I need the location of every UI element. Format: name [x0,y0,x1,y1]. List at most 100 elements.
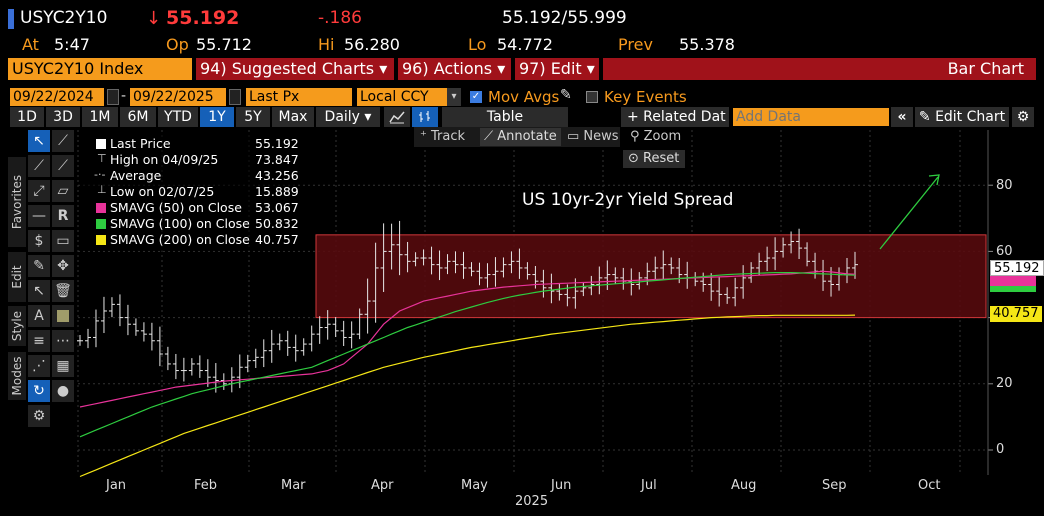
dollar-icon[interactable]: $ [28,230,50,252]
line-tool-icon[interactable]: ⟋ [28,155,50,177]
text-tool-icon[interactable]: A [28,305,50,327]
reset-icon: ⊙ [628,151,644,166]
news-icon: ▭ [567,129,584,144]
legend-label: SMAVG (50) on Close [110,200,242,215]
cycle-mode-icon[interactable]: ↻ [28,380,50,402]
open-label: Op [166,35,189,54]
x-tick-label: Mar [281,478,306,493]
edit-chart-button[interactable]: ✎ Edit Chart [915,107,1009,127]
draw-tool-icon[interactable]: ⟋ [52,130,74,152]
chart-type-label: Bar Chart [603,58,1036,80]
news-button[interactable]: ▭ News [567,129,619,144]
x-tick-label: Jan [106,478,127,493]
add-data-input[interactable] [733,108,889,126]
bar-chart-icon[interactable] [412,107,438,127]
currency-select[interactable]: Local CCY [357,88,447,106]
style-tab[interactable]: Style [8,306,26,346]
modes-tab[interactable]: Modes [8,352,26,400]
x-tick-label: Feb [194,478,218,493]
trash-icon[interactable]: 🗑 [52,280,74,302]
pointer-tool-icon[interactable]: ↖ [28,130,50,152]
favorites-tab[interactable]: Favorites [8,157,26,247]
chart-title: US 10yr-2yr Yield Spread [522,190,734,210]
move-icon[interactable]: ✥ [52,255,74,277]
average-marker-icon: -·- [94,168,106,181]
range-ytd[interactable]: YTD [158,107,198,127]
range-box [315,234,987,319]
trend-arrow [879,176,939,250]
ticker-marker [8,9,14,29]
line-style-icon[interactable]: ⋯ [52,330,74,352]
table-button[interactable]: Table [442,107,568,127]
rectangle-tool-icon[interactable]: ▭ [52,230,74,252]
range-max[interactable]: Max [272,107,314,127]
legend-value: 15.889 [255,184,299,199]
track-button[interactable]: ⁺ Track [420,129,466,144]
palette-icon[interactable]: ● [52,380,74,402]
range-1m[interactable]: 1M [82,107,118,127]
x-tick-label: May [461,478,488,493]
actions-menu[interactable]: 96) Actions ▾ [398,58,511,80]
open-value: 55.712 [196,35,252,54]
legend-value: 53.067 [255,200,299,215]
mov-avgs-label: Mov Avgs [488,88,560,106]
collapse-icon[interactable]: « [891,107,913,127]
annotate-button[interactable]: ⟋ Annotate [480,128,561,146]
field-select[interactable]: Last Px [246,88,352,106]
settings-gear-icon[interactable]: ⚙ [28,405,50,427]
horizontal-line-icon[interactable]: — [28,205,50,227]
legend-value: 43.256 [255,168,299,183]
end-date-input[interactable]: 09/22/2025 [130,88,226,106]
legend-label: Average [110,168,162,183]
gear-icon[interactable]: ⚙ [1012,107,1034,127]
key-events-checkbox[interactable] [586,91,598,103]
suggested-charts-menu[interactable]: 94) Suggested Charts ▾ [196,58,394,80]
low-label: Lo [468,35,487,54]
reset-button[interactable]: ⊙ Reset [623,150,685,168]
chevron-down-icon[interactable]: ▾ [447,88,461,106]
range-3d[interactable]: 3D [46,107,80,127]
trend-tool-icon[interactable]: ⤢ [28,180,50,202]
ticker-symbol: USYC2Y10 [20,8,108,28]
ray-tool-icon[interactable]: ⟋ [52,155,74,177]
calendar-icon[interactable] [107,89,119,105]
color-swatch-icon[interactable] [52,305,74,327]
legend-swatch-sma100 [96,219,106,229]
pencil-icon[interactable]: ✎ [560,87,572,103]
range-6m[interactable]: 6M [120,107,156,127]
related-data-button[interactable]: + Related Dat [621,107,729,127]
legend-label: SMAVG (100) on Close [110,216,250,231]
start-date-input[interactable]: 09/22/2024 [10,88,104,106]
edit-tab[interactable]: Edit [8,252,26,302]
select-icon[interactable]: ↖ [28,280,50,302]
at-label: At [22,35,39,54]
grid-mode-icon[interactable]: ▦ [52,355,74,377]
legend-value: 55.192 [255,136,299,151]
range-1y[interactable]: 1Y [200,107,234,127]
x-tick-label: Sep [822,478,847,493]
sma200-line [79,314,856,478]
range-5y[interactable]: 5Y [236,107,270,127]
edit-menu[interactable]: 97) Edit ▾ [515,58,599,80]
trend-arrow-head [928,174,940,186]
zoom-button[interactable]: ⚲ Zoom [630,129,682,144]
range-1d[interactable]: 1D [10,107,44,127]
y-tick-label: 20 [996,376,1013,391]
mov-avgs-checkbox[interactable]: ✓ [470,91,482,103]
legend-swatch-sma200 [96,235,106,245]
frequency-select[interactable]: Daily ▾ [316,107,380,127]
line-chart-icon[interactable] [384,107,410,127]
sma50-line [79,270,856,408]
at-time: 5:47 [54,35,90,54]
legend-value: 50.832 [255,216,299,231]
calendar-icon[interactable] [229,89,241,105]
channel-tool-icon[interactable]: ▱ [52,180,74,202]
retracement-icon[interactable]: R [52,205,74,227]
crosshair-mode-icon[interactable]: ⋰ [28,355,50,377]
line-weight-icon[interactable]: ≡ [28,330,50,352]
security-field[interactable]: USYC2Y10 Index [8,58,192,80]
legend-label: Last Price [110,136,171,151]
y-tick-label: 60 [996,244,1013,259]
pen-icon[interactable]: ✎ [28,255,50,277]
